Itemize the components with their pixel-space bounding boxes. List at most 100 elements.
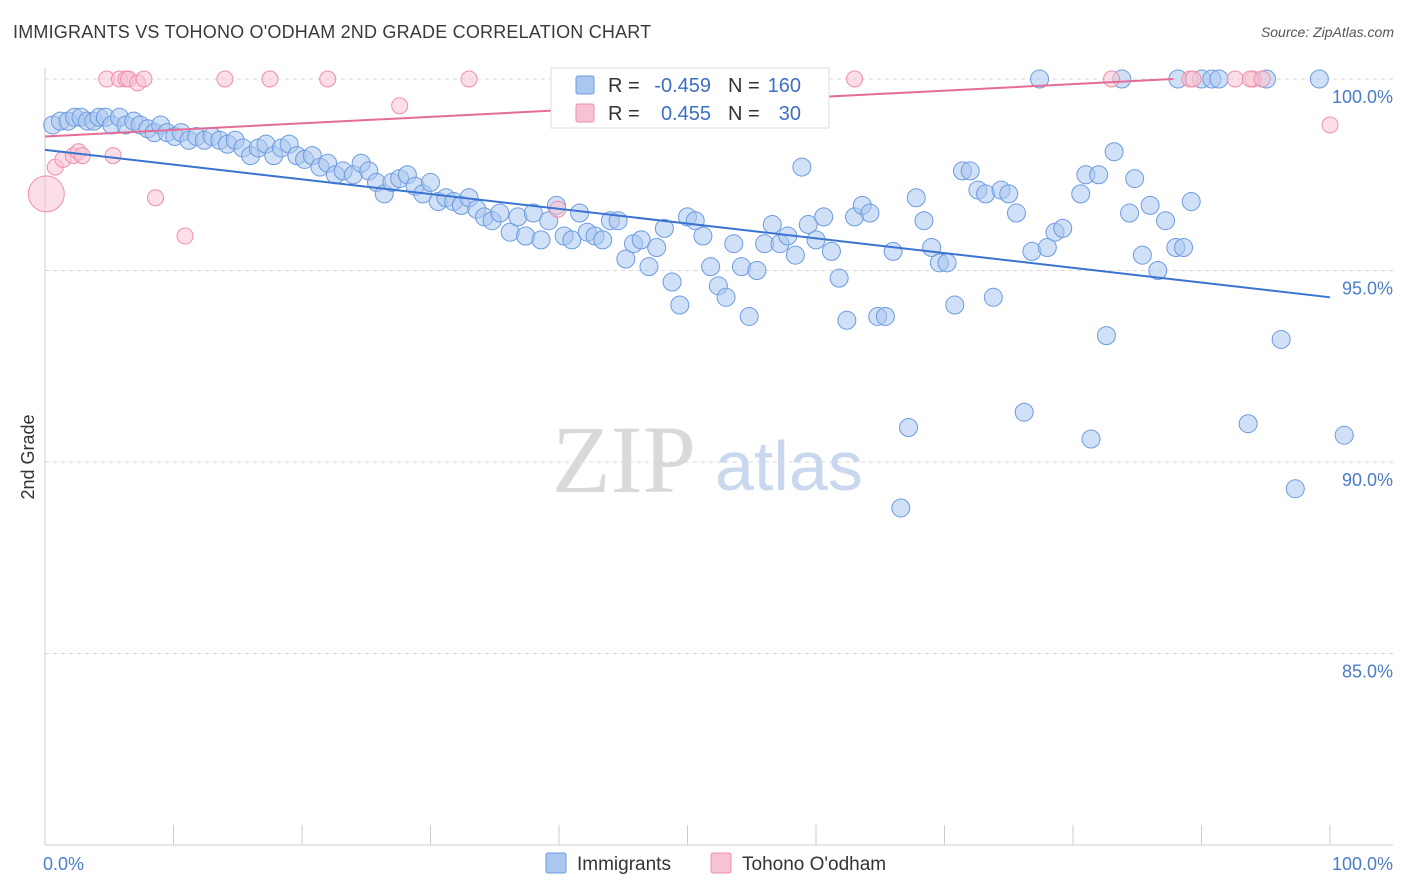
axes [44, 68, 1393, 846]
legend-n-label-1: N = [728, 75, 760, 97]
immigrants-point [1209, 69, 1229, 89]
immigrants-point [701, 257, 721, 277]
y-tick-label: 90.0% [1342, 470, 1393, 490]
immigrants-point [1156, 211, 1176, 231]
legend-r-value-1: -0.459 [654, 75, 711, 97]
y-tick-label: 100.0% [1332, 87, 1393, 107]
immigrants-point [747, 261, 767, 280]
immigrants-point [1014, 402, 1034, 422]
immigrants-point [814, 207, 834, 227]
tohono-point [1184, 70, 1202, 88]
immigrants-point [1132, 245, 1152, 265]
immigrants-point [1081, 429, 1101, 449]
immigrants-point [670, 295, 690, 315]
immigrants-point [562, 230, 582, 250]
immigrants-point [1089, 165, 1109, 185]
immigrants-point [1309, 69, 1329, 89]
watermark: ZIP atlas [552, 406, 863, 513]
chart-title: IMMIGRANTS VS TOHONO O'ODHAM 2ND GRADE C… [13, 22, 652, 42]
x-tick-label: 0.0% [43, 854, 84, 874]
immigrants-point [821, 241, 841, 261]
tohono-point [1103, 70, 1121, 88]
tohono-point [460, 70, 478, 88]
immigrants-point [983, 287, 1003, 307]
immigrants-point [654, 218, 674, 238]
immigrants-point [798, 215, 818, 235]
legend-n-label-2: N = [728, 103, 760, 125]
bottom-legend-swatch-immigrants [545, 852, 567, 874]
legend-n-value-2: 30 [779, 103, 801, 125]
immigrants-point [1148, 261, 1168, 280]
legend-box: R = -0.459 N = 160 R = 0.455 N = 30 [550, 67, 830, 129]
immigrants-point [1174, 238, 1194, 258]
immigrants-point [523, 203, 543, 223]
immigrants-point [1071, 184, 1091, 204]
immigrants-point [785, 245, 805, 265]
immigrants-point [1238, 414, 1258, 434]
grid-lines [45, 78, 1393, 654]
watermark-zip: ZIP [552, 406, 696, 513]
immigrants-point [1006, 203, 1026, 223]
immigrants-point [616, 249, 636, 269]
immigrants-point [945, 295, 965, 315]
immigrants-point [883, 241, 903, 261]
immigrants-point [829, 268, 849, 288]
bottom-legend-swatch-tohono [710, 852, 732, 874]
immigrants-point [1096, 326, 1116, 346]
tohono-point [176, 227, 194, 245]
bottom-legend: Immigrants Tohono O'odham [545, 852, 886, 875]
immigrants-point [792, 157, 812, 177]
immigrants-point [762, 215, 782, 235]
immigrants-point [1104, 142, 1124, 162]
immigrants-point [1053, 218, 1073, 238]
immigrants-trend-line [44, 148, 1331, 299]
tohono-point [216, 70, 234, 88]
tohono-point [1321, 116, 1339, 134]
tohono-point [1226, 70, 1244, 88]
immigrants-point [914, 211, 934, 231]
immigrants-point [490, 203, 510, 223]
tohono-point [391, 97, 409, 115]
tohono-point [1253, 70, 1271, 88]
legend-r-label-2: R = [608, 103, 640, 125]
immigrants-point [531, 230, 551, 250]
source-label: Source: ZipAtlas.com [1260, 24, 1394, 40]
tohono-point [846, 70, 864, 88]
bottom-legend-label-immigrants: Immigrants [577, 854, 671, 875]
y-axis-title: 2nd Grade [18, 414, 38, 499]
tick-labels: 100.0% 95.0% 90.0% 85.0% 0.0% 100.0% [43, 87, 1393, 874]
immigrants-point [631, 230, 651, 250]
tohono-point [135, 70, 153, 88]
immigrants-point [1125, 169, 1145, 189]
immigrants-point [716, 287, 736, 307]
tohono-point [147, 189, 165, 207]
y-tick-label: 85.0% [1342, 662, 1393, 682]
immigrants-point [693, 226, 713, 246]
immigrants-point [639, 257, 659, 277]
immigrants-point [1181, 192, 1201, 212]
immigrants-point [906, 188, 926, 208]
immigrants-point [421, 172, 440, 192]
legend-frame [550, 67, 830, 129]
watermark-atlas: atlas [715, 427, 863, 505]
legend-n-value-1: 160 [768, 75, 801, 97]
immigrants-point [1334, 425, 1354, 445]
immigrants-point [1140, 195, 1160, 215]
immigrants-point [1271, 329, 1291, 349]
y-tick-label: 95.0% [1342, 279, 1393, 299]
immigrants-point [647, 238, 667, 258]
immigrants-point [899, 418, 919, 438]
immigrants-point [739, 306, 759, 326]
immigrants-point [837, 310, 857, 330]
immigrants-point [593, 230, 613, 250]
bottom-legend-label-tohono: Tohono O'odham [742, 854, 886, 875]
immigrants-point [960, 161, 980, 181]
tohono-point [104, 147, 122, 165]
tohono-point [27, 175, 65, 213]
immigrants-point [875, 306, 895, 326]
immigrants-point [724, 234, 744, 254]
tohono-point [261, 70, 279, 88]
legend-swatch-tohono [575, 103, 595, 123]
immigrants-point [1037, 238, 1057, 258]
